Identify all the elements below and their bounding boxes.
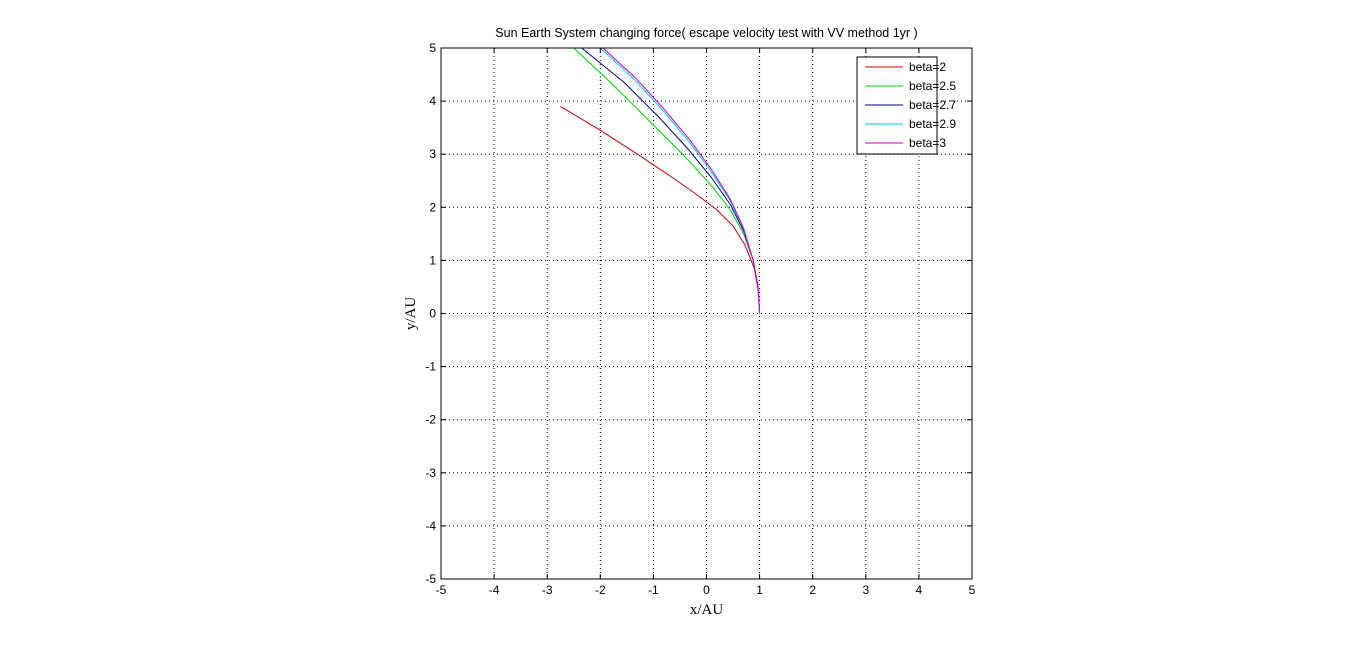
y-tick-label: -5: [425, 572, 436, 586]
series-line-4: [599, 47, 761, 314]
x-tick-label: 1: [756, 583, 763, 597]
x-tick-label: -3: [542, 583, 553, 597]
series-line-3: [581, 47, 761, 314]
chart-title: Sun Earth System changing force( escape …: [495, 26, 917, 40]
x-tick-label: 2: [809, 583, 816, 597]
legend-label-1: beta=2: [909, 60, 946, 74]
x-tick-label: -5: [436, 583, 447, 597]
x-tick-label: 5: [969, 583, 976, 597]
y-tick-label: 4: [429, 94, 436, 108]
legend: beta=2 beta=2.5 beta=2.7 beta=2.9 beta=3: [856, 56, 956, 155]
y-tick-label: 0: [429, 307, 436, 321]
legend-label-2: beta=2.5: [909, 79, 956, 93]
legend-label-3: beta=2.7: [909, 98, 956, 112]
y-tick-label: 5: [429, 41, 436, 55]
legend-label-4: beta=2.9: [909, 117, 956, 131]
legend-label-5: beta=3: [909, 136, 946, 150]
x-axis-label: x/AU: [690, 602, 724, 618]
y-tick-label: 1: [429, 253, 436, 267]
series-line-2: [573, 47, 761, 314]
x-tick-label: 4: [916, 583, 923, 597]
x-tick-label: 0: [703, 583, 710, 597]
ticks: -5 -4 -3 -2 -1 0 1 2 3 4 5 -5 -4 -3 -2 -1 0 1 2 3 4 5: [425, 41, 975, 597]
y-tick-label: -1: [425, 360, 436, 374]
x-tick-label: -4: [489, 583, 500, 597]
y-tick-label: 3: [429, 147, 436, 161]
x-tick-label: 3: [862, 583, 869, 597]
series-line-5: [602, 47, 761, 314]
y-tick-label: -3: [425, 466, 436, 480]
plot-lines: [560, 47, 761, 314]
x-tick-label: -2: [595, 583, 606, 597]
x-tick-label: -1: [648, 583, 659, 597]
y-axis-label: y/AU: [403, 297, 419, 331]
y-tick-label: 2: [429, 200, 436, 214]
y-tick-label: -4: [425, 519, 436, 533]
y-tick-label: -2: [425, 413, 436, 427]
